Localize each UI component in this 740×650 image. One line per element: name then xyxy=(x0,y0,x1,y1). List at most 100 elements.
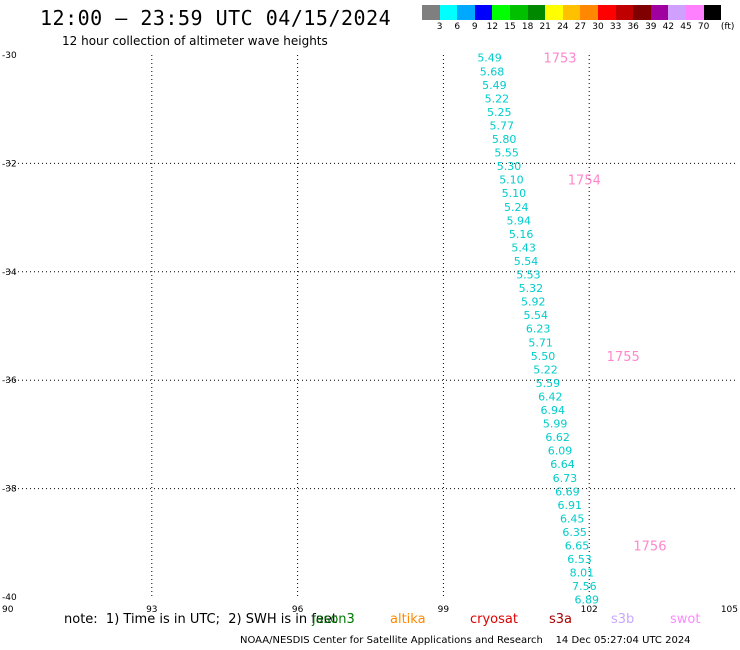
y-tick-label: -40 xyxy=(2,593,17,603)
wave-height-label: 6.23 xyxy=(526,323,551,336)
colorbar-swatch xyxy=(685,5,704,20)
colorbar-swatch xyxy=(545,5,563,20)
wave-height-label: 5.22 xyxy=(485,92,510,105)
wave-height-label: 5.68 xyxy=(480,65,505,78)
y-tick-label: -34 xyxy=(2,268,17,278)
colorbar-swatch xyxy=(615,5,634,20)
x-tick-label: 96 xyxy=(292,605,304,615)
x-tick-label: 93 xyxy=(146,605,157,615)
colorbar-swatch xyxy=(527,5,546,20)
wave-height-label: 6.89 xyxy=(575,594,600,607)
wave-height-label: 6.45 xyxy=(560,512,585,525)
x-tick-label: 99 xyxy=(438,605,450,615)
colorbar-swatch xyxy=(492,5,510,20)
wave-height-label: 5.22 xyxy=(533,363,558,376)
colorbar-label: 42 xyxy=(662,22,675,32)
legend-item-altika: altika xyxy=(390,612,426,627)
colorbar-swatch xyxy=(597,5,616,20)
wave-height-label: 5.53 xyxy=(516,269,541,282)
colorbar-label: 3 xyxy=(436,22,443,32)
wave-height-label: 5.71 xyxy=(528,336,553,349)
chart-grid xyxy=(6,55,735,597)
x-tick-label: 90 xyxy=(2,605,14,615)
time-labels: 1753 1754 1755 1756 xyxy=(543,52,666,555)
wave-height-label: 6.42 xyxy=(538,390,563,403)
colorbar-swatch xyxy=(474,5,493,20)
wave-height-label: 5.94 xyxy=(506,214,531,227)
y-tick-label: -32 xyxy=(2,159,17,169)
wave-height-label: 6.65 xyxy=(565,540,590,553)
colorbar-swatch xyxy=(562,5,581,20)
colorbar-labels: 3 6 9 12 15 18 21 24 27 30 33 36 39 42 45 70 (ft) xyxy=(422,22,740,34)
time-label: 1756 xyxy=(633,540,666,555)
time-label: 1754 xyxy=(568,174,601,189)
wave-height-label: 6.91 xyxy=(558,499,583,512)
chart-subtitle: 12 hour collection of altimeter wave hei… xyxy=(62,34,328,48)
legend-item-cryosat: cryosat xyxy=(470,612,518,627)
x-tick-label: 102 xyxy=(581,605,598,615)
colorbar-label: 12 xyxy=(486,22,499,32)
colorbar-swatch xyxy=(422,5,440,20)
colorbar-label: 6 xyxy=(454,22,461,32)
footer-credit: NOAA/NESDIS Center for Satellite Applica… xyxy=(240,635,691,646)
wave-height-label: 5.77 xyxy=(489,119,514,132)
colorbar-label: 30 xyxy=(592,22,604,32)
colorbar-label: 70 xyxy=(697,22,710,32)
axis-tick-labels: 90 93 96 99 102 105 -30 -32 -34 -36 -38 -40 xyxy=(2,51,738,615)
colorbar-swatch xyxy=(668,5,686,20)
wave-height-label: 6.53 xyxy=(567,553,592,566)
colorbar-label: 45 xyxy=(680,22,692,32)
wave-height-label: 6.35 xyxy=(562,526,587,539)
wave-height-label: 5.10 xyxy=(502,187,527,200)
colorbar xyxy=(422,5,722,21)
note-text: note: 1) Time is in UTC; 2) SWH is in fe… xyxy=(64,612,337,627)
wave-height-label: 5.32 xyxy=(519,282,544,295)
colorbar-swatch xyxy=(650,5,669,20)
legend-item-s3b: s3b xyxy=(611,612,635,627)
wave-height-label: 5.43 xyxy=(511,241,536,254)
colorbar-swatch xyxy=(457,5,475,20)
wave-height-label: 8.01 xyxy=(570,567,595,580)
colorbar-label: 24 xyxy=(557,22,569,32)
y-tick-label: -38 xyxy=(2,485,17,495)
x-tick-label: 105 xyxy=(721,605,738,615)
colorbar-swatch xyxy=(580,5,598,20)
wave-height-label: 6.64 xyxy=(550,458,575,471)
chart-title: 12:00 — 23:59 UTC 04/15/2024 xyxy=(40,6,392,30)
wave-height-label: 7.56 xyxy=(572,580,597,593)
wave-height-label: 5.16 xyxy=(509,228,534,241)
y-tick-label: -36 xyxy=(2,376,17,386)
wave-height-label: 5.59 xyxy=(536,377,561,390)
legend-item-jason3: jason3 xyxy=(312,612,355,627)
wave-height-label: 5.92 xyxy=(521,296,546,309)
wave-height-label: 5.50 xyxy=(531,350,556,363)
colorbar-label: 18 xyxy=(521,22,534,32)
colorbar-swatch xyxy=(509,5,528,20)
wave-height-label: 6.94 xyxy=(541,404,566,417)
wave-height-label: 6.69 xyxy=(555,485,580,498)
colorbar-unit: (ft) xyxy=(720,22,735,32)
colorbar-swatch xyxy=(439,5,458,20)
wave-height-label: 6.09 xyxy=(548,445,573,458)
colorbar-label: 27 xyxy=(574,22,587,32)
wave-height-label: 6.62 xyxy=(545,431,570,444)
colorbar-label: 36 xyxy=(627,22,639,32)
colorbar-swatch xyxy=(703,5,722,20)
wave-height-label: 5.54 xyxy=(523,309,548,322)
wave-height-label: 6.73 xyxy=(553,472,578,485)
colorbar-label: 33 xyxy=(609,22,622,32)
colorbar-label: 15 xyxy=(504,22,516,32)
colorbar-label: 9 xyxy=(471,22,478,32)
wave-height-label: 5.10 xyxy=(499,174,524,187)
wave-height-label: 5.30 xyxy=(497,160,522,173)
wave-height-label: 5.54 xyxy=(514,255,539,268)
colorbar-label: 21 xyxy=(539,22,551,32)
colorbar-swatch xyxy=(633,5,651,20)
wave-height-label: 5.55 xyxy=(494,147,519,160)
legend-item-swot: swot xyxy=(670,612,701,627)
wave-height-label: 5.25 xyxy=(487,106,512,119)
wave-height-label: 5.49 xyxy=(482,79,507,92)
wave-height-label: 5.80 xyxy=(492,133,517,146)
time-label: 1753 xyxy=(543,52,576,67)
